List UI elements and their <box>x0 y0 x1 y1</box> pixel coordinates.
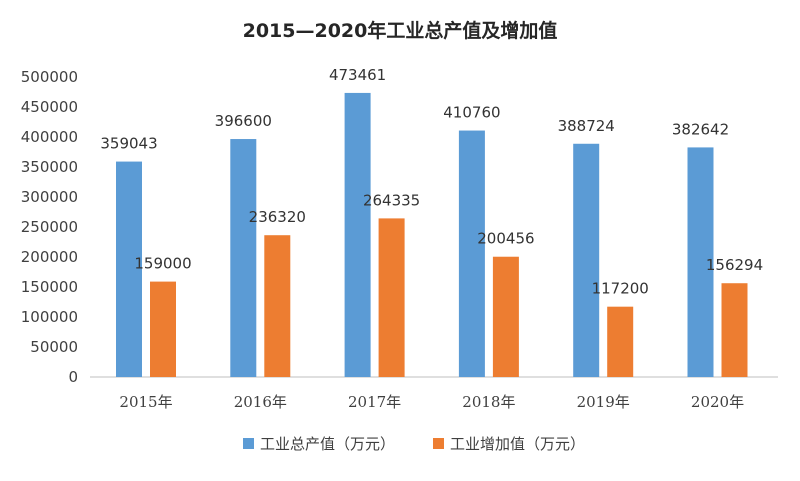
y-tick-label: 500000 <box>21 68 78 86</box>
data-label: 382642 <box>672 120 729 138</box>
data-label: 156294 <box>706 256 763 274</box>
bar-series-2-2[interactable] <box>264 235 291 377</box>
y-tick-label: 50000 <box>30 338 78 356</box>
y-tick-label: 100000 <box>21 308 78 326</box>
x-tick-label: 2016年 <box>234 393 287 411</box>
x-tick-label: 2018年 <box>462 393 515 411</box>
legend-swatch <box>243 438 254 449</box>
legend[interactable]: 工业总产值（万元） 工业增加值（万元） <box>243 435 585 453</box>
legend-item-1[interactable]: 工业总产值（万元） <box>243 435 395 453</box>
y-tick-label: 200000 <box>21 248 78 266</box>
data-label: 200456 <box>477 230 534 248</box>
bar-series-2-5[interactable] <box>607 306 634 377</box>
y-tick-label: 450000 <box>21 98 78 116</box>
bar-series-1-4[interactable] <box>458 130 485 377</box>
bar-series-2-6[interactable] <box>721 283 748 377</box>
bar-series-1-6[interactable] <box>687 147 714 377</box>
x-tick-label: 2015年 <box>119 393 172 411</box>
data-label: 410760 <box>443 104 500 122</box>
bar-series-1-5[interactable] <box>573 143 600 377</box>
bar-series-2-4[interactable] <box>492 256 519 377</box>
data-label: 359043 <box>100 135 157 153</box>
chart-title: 2015—2020年工业总产值及增加值 <box>243 19 558 42</box>
data-label: 396600 <box>215 112 272 130</box>
y-tick-label: 300000 <box>21 188 78 206</box>
y-axis: 0 50000 100000 150000 200000 250000 300000 3500… <box>21 68 78 386</box>
data-label: 117200 <box>592 280 649 298</box>
y-tick-label: 250000 <box>21 218 78 236</box>
x-tick-label: 2020年 <box>691 393 744 411</box>
legend-swatch <box>433 438 444 449</box>
data-label: 388724 <box>558 117 615 135</box>
legend-label: 工业总产值（万元） <box>260 435 395 453</box>
y-tick-label: 0 <box>68 368 78 386</box>
legend-item-2[interactable]: 工业增加值（万元） <box>433 435 585 453</box>
data-label: 473461 <box>329 66 386 84</box>
y-tick-label: 350000 <box>21 158 78 176</box>
bar-series-2-1[interactable] <box>150 281 176 377</box>
y-tick-label: 150000 <box>21 278 78 296</box>
x-axis-ticks: 2015年 2016年 2017年 2018年 2019年 2020年 <box>119 393 744 411</box>
bar-series-1-2[interactable] <box>230 139 257 377</box>
data-label: 236320 <box>249 208 306 226</box>
data-label: 159000 <box>134 255 191 273</box>
x-tick-label: 2019年 <box>577 393 630 411</box>
bar-series-2-3[interactable] <box>378 218 405 377</box>
data-labels-group: 359043 159000 396600 236320 473461 264335 4107… <box>100 66 763 298</box>
data-label: 264335 <box>363 191 420 209</box>
y-tick-label: 400000 <box>21 128 78 146</box>
legend-label: 工业增加值（万元） <box>450 435 585 453</box>
bars-group <box>116 92 748 377</box>
bar-series-1-1[interactable] <box>116 161 142 377</box>
bar-series-1-3[interactable] <box>344 92 371 377</box>
x-tick-label: 2017年 <box>348 393 401 411</box>
